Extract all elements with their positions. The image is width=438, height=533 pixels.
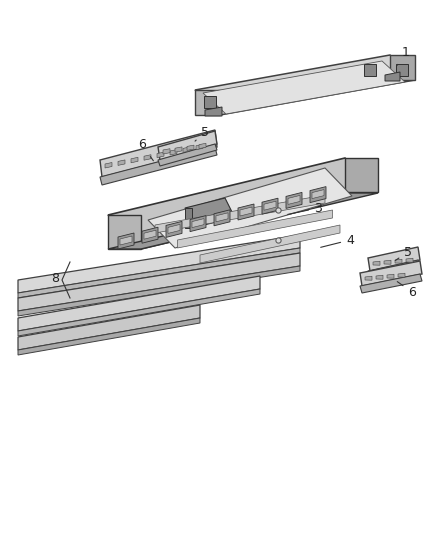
Polygon shape	[18, 289, 260, 336]
Polygon shape	[345, 158, 378, 192]
Polygon shape	[18, 266, 300, 316]
Polygon shape	[192, 219, 204, 228]
Text: 5: 5	[195, 125, 209, 141]
Text: 1: 1	[397, 46, 410, 66]
Polygon shape	[18, 305, 200, 350]
Polygon shape	[195, 90, 220, 115]
Text: 6: 6	[397, 281, 416, 298]
Polygon shape	[365, 276, 372, 280]
Polygon shape	[158, 131, 217, 160]
Polygon shape	[286, 192, 302, 208]
Polygon shape	[238, 204, 254, 220]
Polygon shape	[398, 273, 405, 277]
Polygon shape	[373, 261, 380, 265]
Polygon shape	[142, 227, 158, 243]
Polygon shape	[118, 160, 125, 165]
Polygon shape	[163, 149, 170, 154]
Polygon shape	[390, 55, 415, 80]
Polygon shape	[240, 207, 252, 216]
Text: 3: 3	[288, 201, 322, 214]
Text: 8: 8	[51, 271, 59, 285]
Polygon shape	[166, 221, 182, 237]
Polygon shape	[18, 276, 260, 331]
Polygon shape	[18, 248, 300, 298]
Polygon shape	[360, 261, 422, 286]
Polygon shape	[18, 235, 300, 293]
Polygon shape	[190, 216, 206, 232]
Polygon shape	[187, 145, 194, 150]
Polygon shape	[196, 144, 203, 150]
Polygon shape	[214, 210, 230, 226]
Polygon shape	[100, 147, 217, 185]
Polygon shape	[384, 260, 391, 264]
Polygon shape	[155, 195, 325, 233]
Polygon shape	[395, 259, 402, 263]
Polygon shape	[368, 247, 420, 271]
Polygon shape	[185, 208, 192, 228]
Polygon shape	[177, 210, 332, 248]
Polygon shape	[360, 274, 422, 293]
Polygon shape	[148, 168, 352, 248]
Polygon shape	[200, 225, 340, 263]
Text: 4: 4	[321, 233, 354, 247]
Polygon shape	[144, 230, 156, 239]
Polygon shape	[368, 260, 420, 278]
Polygon shape	[108, 158, 378, 249]
Polygon shape	[120, 236, 132, 245]
Polygon shape	[364, 64, 376, 76]
Polygon shape	[100, 130, 217, 177]
Polygon shape	[396, 64, 408, 76]
Polygon shape	[385, 72, 400, 81]
Polygon shape	[387, 274, 394, 278]
Text: 5: 5	[396, 246, 412, 261]
Polygon shape	[105, 163, 112, 168]
Polygon shape	[262, 198, 278, 214]
Polygon shape	[185, 198, 232, 222]
Polygon shape	[108, 215, 141, 249]
Polygon shape	[264, 201, 276, 210]
Polygon shape	[158, 144, 217, 166]
Polygon shape	[131, 157, 138, 163]
Polygon shape	[144, 155, 151, 160]
Polygon shape	[288, 196, 300, 204]
Polygon shape	[216, 213, 228, 222]
Polygon shape	[376, 275, 383, 279]
Polygon shape	[185, 212, 232, 228]
Polygon shape	[205, 107, 222, 116]
Polygon shape	[170, 149, 177, 155]
Polygon shape	[312, 190, 324, 199]
Polygon shape	[108, 193, 378, 249]
Text: 6: 6	[138, 139, 153, 161]
Polygon shape	[175, 147, 182, 152]
Polygon shape	[18, 318, 200, 355]
Polygon shape	[199, 143, 206, 149]
Polygon shape	[406, 258, 413, 262]
Polygon shape	[310, 187, 326, 203]
Polygon shape	[203, 61, 405, 114]
Polygon shape	[118, 233, 134, 249]
Polygon shape	[204, 96, 216, 108]
Polygon shape	[18, 253, 300, 311]
Polygon shape	[157, 152, 164, 158]
Polygon shape	[168, 224, 180, 233]
Polygon shape	[195, 55, 415, 115]
Polygon shape	[183, 147, 190, 152]
